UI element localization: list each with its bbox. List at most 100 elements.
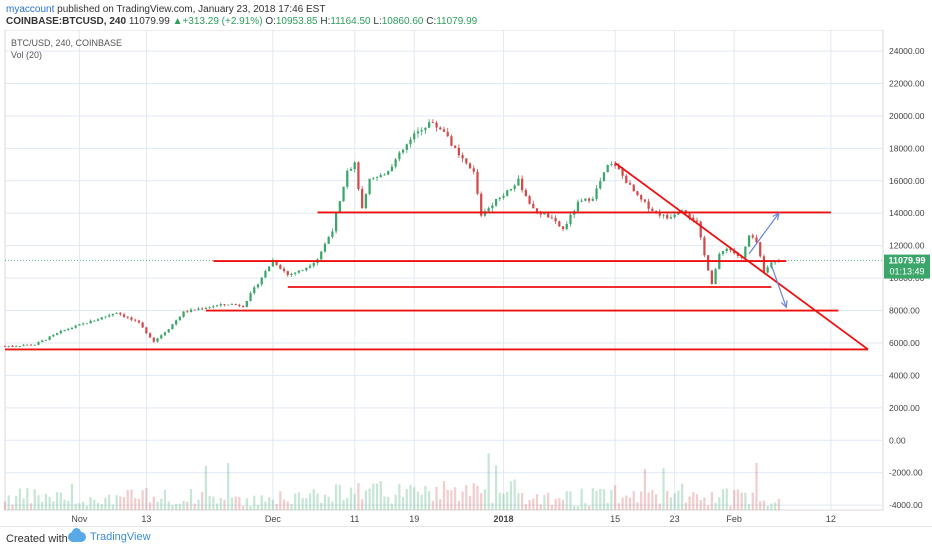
candle-body — [721, 251, 725, 254]
candle-body — [171, 324, 174, 330]
y-tick-label: 2000.00 — [889, 403, 920, 413]
tradingview-logo[interactable]: TradingView — [68, 528, 151, 543]
close-value: 11079.99 — [436, 16, 478, 27]
volume-bar — [290, 504, 293, 510]
candle-body — [454, 145, 457, 148]
candle-body — [349, 169, 353, 171]
candle-body — [558, 221, 561, 227]
candle-body — [524, 190, 527, 197]
volume-bar — [70, 483, 74, 510]
volume-bar — [461, 491, 464, 510]
candle-body — [122, 314, 126, 317]
volume-bar — [405, 488, 408, 510]
volume-bar — [491, 502, 494, 510]
volume-bar — [547, 492, 550, 510]
candle-body — [580, 200, 583, 202]
last-price-tag-box — [884, 254, 930, 279]
volume-bar — [148, 502, 152, 510]
volume-bar — [517, 493, 520, 510]
candle-body — [100, 317, 103, 320]
candle-body — [707, 255, 710, 271]
volume-bar — [521, 492, 524, 510]
candle-body — [770, 262, 773, 268]
volume-bar — [182, 500, 185, 510]
y-tick-label: 14000.00 — [889, 208, 925, 218]
open-label: O: — [265, 16, 276, 27]
volume-bar — [666, 491, 669, 510]
candle-body — [736, 253, 740, 256]
candle-body — [480, 193, 483, 216]
volume-bar — [331, 501, 334, 510]
volume-bar — [260, 495, 263, 510]
candle-body — [599, 181, 602, 189]
candle-body — [111, 313, 115, 316]
volume-bar — [617, 503, 620, 510]
account-link[interactable]: myaccount — [6, 4, 55, 15]
candle-body — [357, 162, 360, 189]
candle-body — [238, 304, 241, 306]
volume-bar — [379, 481, 382, 510]
candle-body — [669, 217, 673, 219]
volume-bar — [122, 497, 126, 510]
candle-body — [312, 262, 315, 266]
candle-body — [561, 226, 565, 230]
candle-body — [26, 344, 29, 346]
volume-bar — [55, 492, 59, 510]
volume-bar — [59, 492, 62, 510]
candle-body — [442, 129, 446, 132]
volume-bar — [111, 504, 115, 510]
volume-bar — [707, 505, 710, 510]
x-tick-label: 23 — [670, 514, 680, 524]
candle-body — [41, 340, 44, 343]
candle-body — [457, 147, 460, 156]
volume-bar — [494, 465, 498, 510]
volume-bar — [699, 500, 702, 510]
plot-area[interactable] — [4, 30, 884, 511]
volume-bar — [606, 502, 609, 510]
volume-bar — [539, 504, 542, 510]
price-chart[interactable]: 24000.00 22000.00 20000.00 18000.00 16000.00… — [0, 30, 932, 526]
candle-body — [29, 344, 33, 346]
volume-bar — [654, 494, 658, 510]
drawings[interactable] — [5, 162, 869, 351]
y-tick-label: 22000.00 — [889, 79, 925, 89]
candle-body — [33, 344, 36, 346]
volume-bar — [227, 463, 230, 510]
candle-body — [219, 304, 222, 306]
volume-bar — [282, 499, 286, 510]
publish-text: published on TradingView.com, January 23… — [54, 4, 326, 15]
candle-body — [428, 122, 431, 128]
volume-bar — [669, 497, 673, 510]
volume-bar — [134, 498, 137, 510]
candle-body — [688, 213, 691, 218]
volume-bar — [212, 496, 215, 510]
volume-bar — [740, 492, 743, 510]
candle-body — [401, 149, 405, 153]
candle-body — [264, 271, 267, 278]
legend-pair: BTC/USD, 240, COINBASE — [11, 38, 122, 48]
open-value: 10953.85 — [275, 16, 318, 27]
publish-info: myaccount published on TradingView.com, … — [6, 4, 325, 15]
candle-body — [137, 320, 141, 323]
candle-body — [569, 214, 572, 224]
volume-bar — [721, 489, 725, 510]
volume-bar — [766, 505, 769, 510]
volume-bar — [264, 501, 267, 510]
candle-body — [253, 287, 256, 294]
volume-bar — [208, 495, 211, 510]
candle-body — [521, 178, 524, 191]
y-tick-label: -2000.00 — [889, 468, 923, 478]
candle-body — [294, 272, 297, 274]
candle-body — [606, 164, 609, 173]
candle-body — [223, 304, 226, 305]
volume-bar — [152, 496, 155, 510]
volume-bar — [48, 497, 51, 510]
volume-bar — [431, 500, 434, 510]
candle-body — [245, 301, 248, 307]
volume-bar — [342, 499, 345, 510]
volume-bar — [532, 498, 535, 510]
candle-body — [565, 223, 568, 230]
cloud-icon — [68, 528, 86, 542]
candle-body — [290, 273, 293, 275]
candle-body — [576, 201, 580, 212]
